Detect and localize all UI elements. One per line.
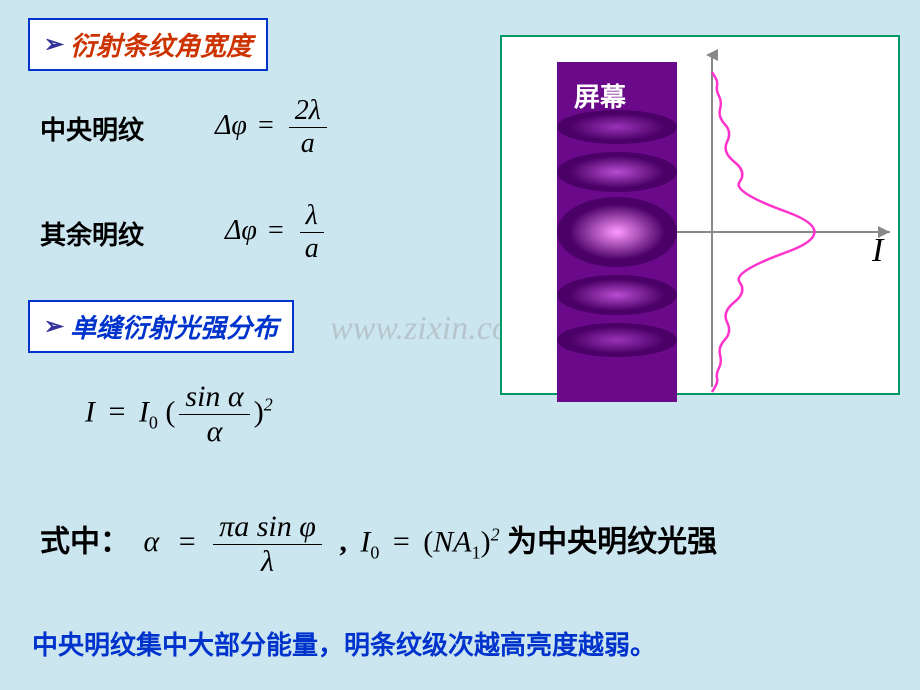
sym-alpha: α [144,525,160,558]
intensity-plot [502,37,902,397]
label-central: 中央明纹 [40,110,144,147]
frac-den-4: λ [255,545,280,579]
sym-delta-phi: Δφ [215,110,247,141]
sym-I0-sub: 0 [149,412,158,432]
sym-eq-4: = [179,525,196,558]
label-prefix: 式中： [40,525,130,558]
formula-alpha-row: 式中： α = πa sin φ λ , I0 = (NA1)2 为中央明纹光强 [40,510,717,579]
screen-label: 屏幕 [574,77,626,114]
sym-open-2: ( [423,525,433,558]
sym-delta-phi-2: Δφ [225,215,257,246]
sym-eq-5: = [393,525,410,558]
label-other: 其余明纹 [40,215,144,252]
bottom-note: 中央明纹集中大部分能量，明条纹级次越高亮度越弱。 [32,625,656,662]
heading-1-text: 衍射条纹角宽度 [70,26,252,63]
sym-sup-2: 2 [264,394,273,414]
bullet-arrow-icon: ➢ [44,30,64,59]
frac-num: 2λ [289,95,327,128]
i-axis-label: I [872,232,883,270]
sym-sup-2b: 2 [491,524,500,544]
fraction-1: 2λ a [289,95,327,160]
frac-den-2: a [299,233,325,265]
heading-box-1: ➢ 衍射条纹角宽度 [28,18,268,71]
sym-comma: , [339,525,347,558]
sym-close: ) [254,395,264,428]
formula-intensity: I = I0 ( sin α α )2 [85,380,273,449]
sym-eq-2: = [268,215,284,246]
sym-I0-I: I [139,395,149,428]
frac-num-4: πa sin φ [213,510,322,545]
fraction-2: λ a [299,200,325,265]
sym-eq-3: = [109,395,126,428]
sym-NA: NA [433,525,471,558]
formula-central: Δφ = 2λ a [215,95,331,160]
bullet-arrow-icon-2: ➢ [44,312,64,341]
frac-num-2: λ [300,200,324,233]
heading-box-2: ➢ 单缝衍射光强分布 [28,300,294,353]
sym-I-2: I [360,525,370,558]
fraction-4: πa sin φ λ [213,510,322,579]
label-tail: 为中央明纹光强 [507,525,717,558]
fraction-3: sin α α [179,380,249,449]
diffraction-diagram: 屏幕 I [500,35,900,395]
heading-2-text: 单缝衍射光强分布 [70,308,278,345]
formula-other: Δφ = λ a [225,200,329,265]
sym-I: I [85,395,95,428]
frac-num-3: sin α [179,380,249,415]
sym-eq: = [258,110,274,141]
sym-sub1: 1 [472,542,481,562]
sym-sub0: 0 [370,542,379,562]
frac-den: a [295,128,321,160]
frac-den-3: α [201,415,229,449]
sym-close-2: ) [481,525,491,558]
sym-open: ( [165,395,175,428]
